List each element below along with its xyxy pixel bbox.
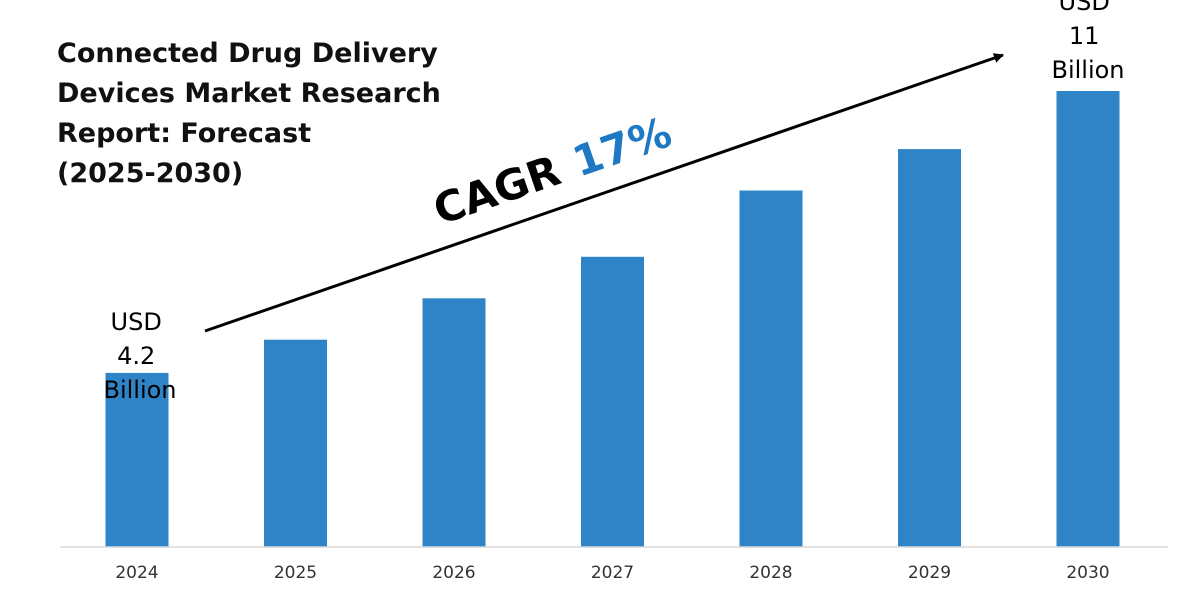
x-tick-2029: 2029 — [908, 563, 951, 583]
bar-2025 — [264, 339, 327, 547]
start-value-line-1: USD — [111, 308, 162, 336]
bar-2028 — [739, 190, 803, 547]
bar-2024 — [105, 372, 169, 547]
start-value-line-3: Billion — [103, 376, 176, 404]
x-axis-ticks: 2024 2025 2026 2027 2028 2029 2030 — [115, 563, 1109, 583]
x-tick-2027: 2027 — [591, 563, 634, 583]
chart-title-line-4: (2025-2030) — [57, 158, 243, 189]
x-tick-2025: 2025 — [274, 563, 317, 583]
x-tick-2028: 2028 — [749, 563, 792, 583]
x-tick-2030: 2030 — [1066, 563, 1109, 583]
start-value-line-2: 4.2 — [117, 342, 155, 370]
bar-2029 — [898, 149, 961, 547]
bar-series — [105, 91, 1120, 547]
end-value-line-1: USD — [1059, 0, 1110, 16]
bar-2027 — [581, 256, 644, 547]
end-value-line-3: Billion — [1051, 56, 1124, 84]
growth-arrow — [204, 53, 1004, 333]
start-value-annotation: USD 4.2 Billion — [103, 308, 176, 404]
cagr-label: CAGR — [427, 146, 566, 235]
chart-title-line-1: Connected Drug Delivery — [57, 38, 438, 69]
chart-title-line-3: Report: Forecast — [57, 118, 311, 149]
x-tick-2024: 2024 — [115, 563, 158, 583]
chart-title-line-2: Devices Market Research — [57, 78, 441, 109]
cagr-annotation: CAGR 17% — [427, 107, 677, 234]
end-value-line-2: 11 — [1069, 22, 1100, 50]
chart-title: Connected Drug Delivery Devices Market R… — [57, 38, 450, 189]
end-value-annotation: USD 11 Billion — [1051, 0, 1124, 84]
bar-2026 — [422, 298, 486, 547]
bar-2030 — [1056, 91, 1120, 547]
x-tick-2026: 2026 — [432, 563, 475, 583]
